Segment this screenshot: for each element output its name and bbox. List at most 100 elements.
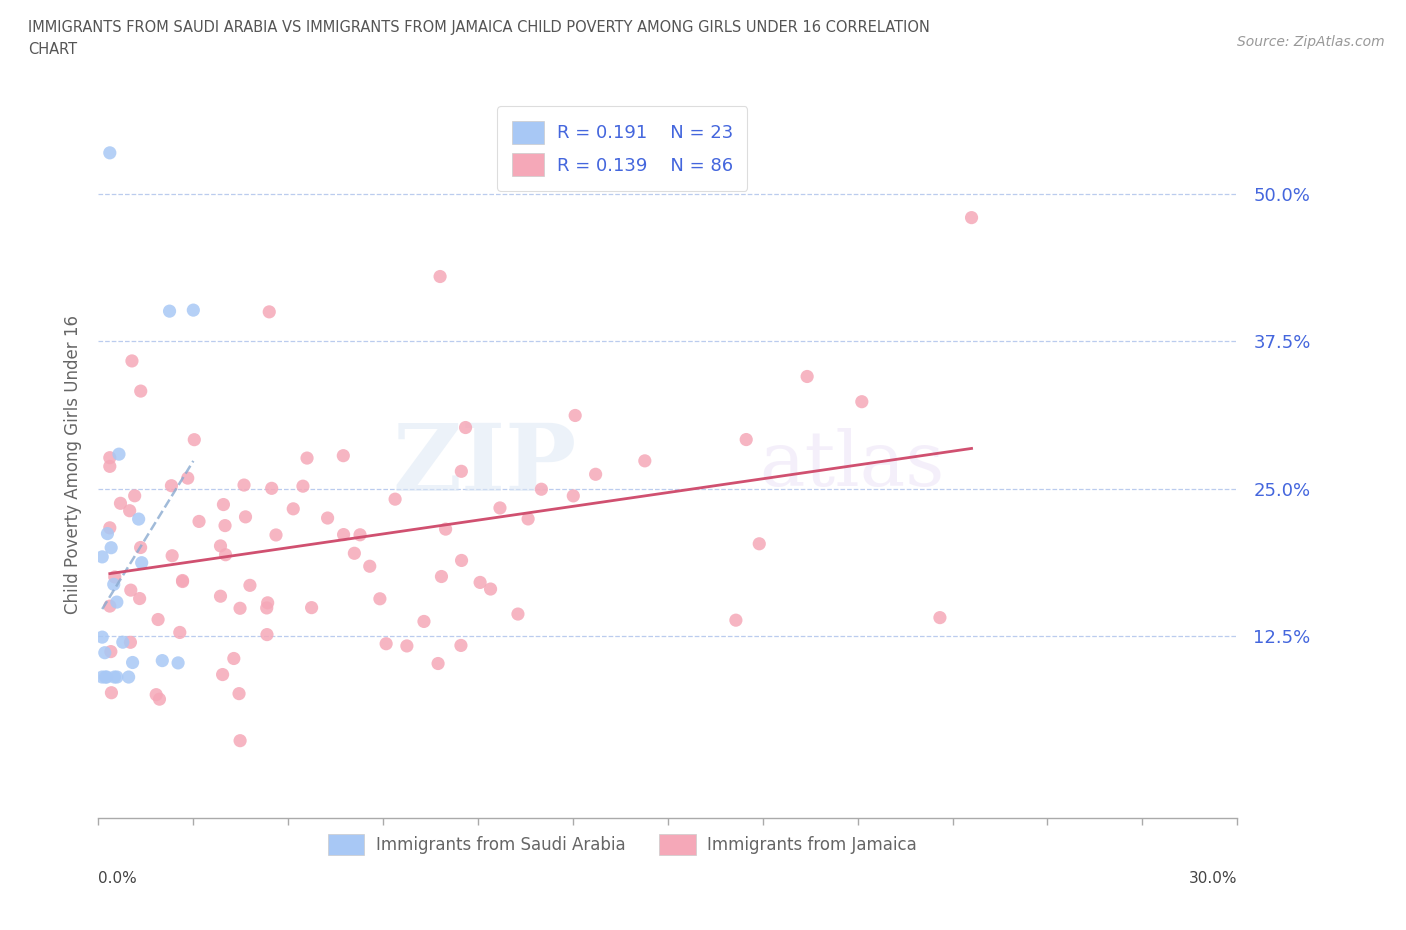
Point — [375, 636, 398, 651]
Point — [235, 510, 257, 525]
Point — [256, 595, 278, 610]
Legend: Immigrants from Saudi Arabia, Immigrants from Jamaica: Immigrants from Saudi Arabia, Immigrants… — [319, 826, 925, 863]
Point — [94, 670, 117, 684]
Point — [98, 521, 121, 536]
Point — [103, 577, 125, 591]
Point — [468, 575, 491, 590]
Point — [129, 384, 152, 399]
Text: ZIP: ZIP — [392, 420, 576, 510]
Point — [167, 656, 190, 671]
Point — [228, 686, 250, 701]
Point — [960, 210, 983, 225]
Point — [214, 518, 236, 533]
Point — [108, 446, 131, 461]
Point — [160, 478, 183, 493]
Point — [103, 670, 125, 684]
Point — [100, 644, 122, 659]
Point — [91, 550, 114, 565]
Point — [349, 527, 371, 542]
Point — [395, 639, 418, 654]
Point — [316, 511, 339, 525]
Point — [214, 547, 236, 562]
Point — [450, 464, 472, 479]
Point — [98, 599, 121, 614]
Text: CHART: CHART — [28, 42, 77, 57]
Point — [222, 651, 245, 666]
Point — [172, 573, 194, 588]
Point — [146, 612, 169, 627]
Point — [159, 304, 181, 319]
Point — [264, 527, 287, 542]
Point — [430, 569, 453, 584]
Point — [283, 501, 305, 516]
Point — [98, 458, 121, 473]
Point — [105, 670, 128, 684]
Point — [229, 601, 252, 616]
Point — [295, 451, 318, 466]
Point — [104, 569, 127, 584]
Point — [91, 630, 114, 644]
Point — [564, 408, 586, 423]
Point — [506, 606, 529, 621]
Point — [454, 420, 477, 435]
Point — [256, 601, 278, 616]
Point — [530, 482, 553, 497]
Text: 30.0%: 30.0% — [1189, 871, 1237, 886]
Point — [120, 583, 142, 598]
Point — [384, 492, 406, 507]
Point — [148, 692, 170, 707]
Point — [94, 645, 117, 660]
Point — [212, 498, 235, 512]
Point — [332, 448, 354, 463]
Point — [735, 432, 758, 447]
Point — [343, 546, 366, 561]
Point — [110, 496, 132, 511]
Point — [98, 145, 121, 160]
Point — [562, 488, 585, 503]
Point — [291, 479, 314, 494]
Point — [634, 454, 657, 469]
Point — [145, 687, 167, 702]
Point — [128, 512, 150, 526]
Point — [128, 591, 150, 606]
Point — [129, 540, 152, 555]
Point — [434, 522, 457, 537]
Point — [150, 653, 173, 668]
Text: IMMIGRANTS FROM SAUDI ARABIA VS IMMIGRANTS FROM JAMAICA CHILD POVERTY AMONG GIRL: IMMIGRANTS FROM SAUDI ARABIA VS IMMIGRAN… — [28, 20, 929, 35]
Point — [91, 670, 114, 684]
Point — [479, 581, 502, 596]
Point — [124, 488, 146, 503]
Point — [585, 467, 607, 482]
Point — [183, 302, 205, 317]
Point — [120, 635, 142, 650]
Point — [929, 610, 952, 625]
Point — [332, 527, 354, 542]
Point — [211, 667, 233, 682]
Point — [368, 591, 391, 606]
Point — [796, 369, 818, 384]
Text: atlas: atlas — [759, 428, 945, 502]
Point — [233, 478, 256, 493]
Point — [177, 471, 200, 485]
Point — [209, 589, 232, 604]
Point — [517, 512, 540, 526]
Point — [260, 481, 283, 496]
Point — [100, 685, 122, 700]
Point — [111, 635, 134, 650]
Point — [121, 353, 143, 368]
Point — [359, 559, 381, 574]
Point — [105, 594, 128, 609]
Text: Source: ZipAtlas.com: Source: ZipAtlas.com — [1237, 35, 1385, 49]
Point — [160, 549, 183, 564]
Point — [121, 655, 143, 670]
Point — [259, 304, 281, 319]
Point — [256, 627, 278, 642]
Point — [96, 526, 118, 541]
Point — [489, 500, 512, 515]
Text: 0.0%: 0.0% — [98, 871, 138, 886]
Point — [98, 450, 121, 465]
Point — [724, 613, 747, 628]
Point — [748, 537, 770, 551]
Point — [172, 574, 194, 589]
Point — [429, 269, 451, 284]
